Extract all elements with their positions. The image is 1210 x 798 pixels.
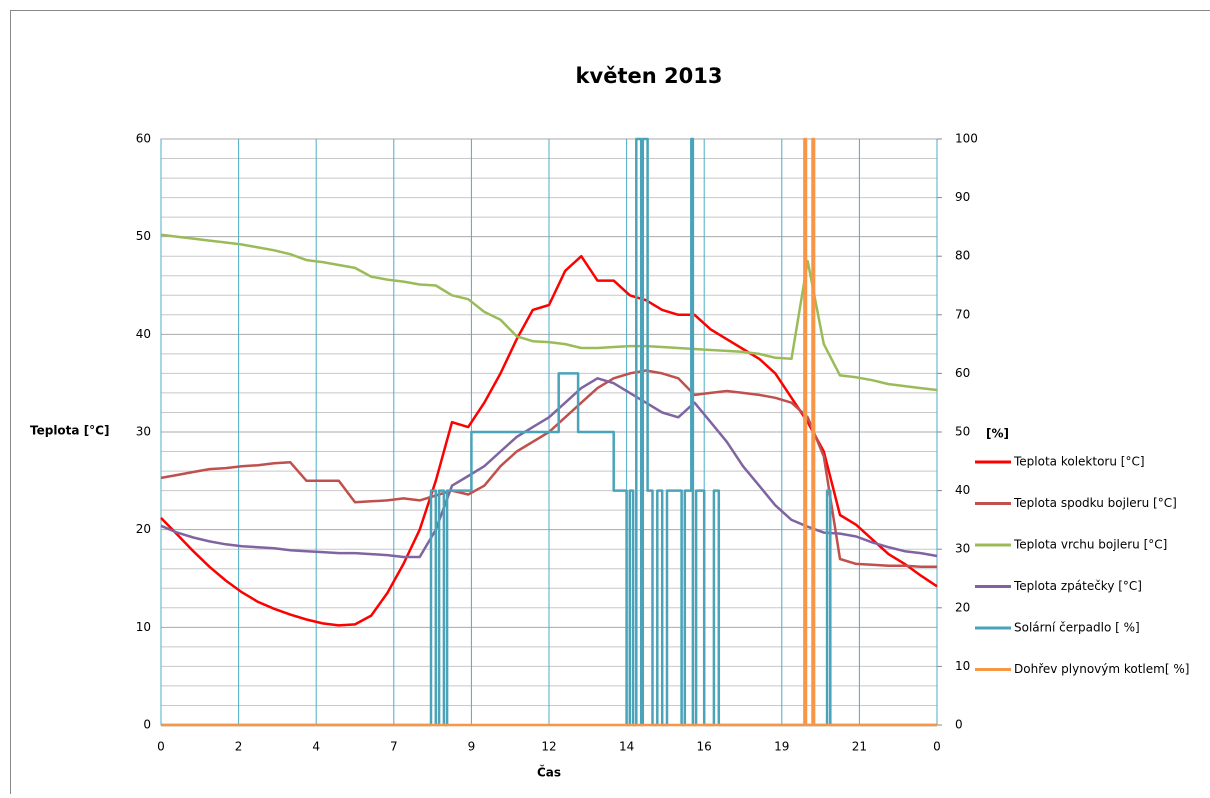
legend-label: Solární čerpadlo [ %] [1014, 621, 1140, 635]
x-tick-label: 16 [697, 740, 712, 754]
legend-label: Teplota spodku bojleru [°C] [1013, 496, 1177, 510]
y-tick-label: 10 [136, 620, 151, 634]
y2-tick-label: 70 [955, 307, 970, 321]
x-axis-label: Čas [537, 765, 561, 780]
x-tick-label: 12 [541, 740, 556, 754]
y2-tick-label: 100 [955, 132, 978, 146]
y-tick-label: 20 [136, 522, 151, 536]
x-tick-label: 9 [468, 740, 476, 754]
y-tick-label: 40 [136, 327, 151, 341]
y-tick-label: 30 [136, 425, 151, 439]
y-axis-label: Teplota [°C] [30, 424, 109, 438]
x-tick-label: 0 [157, 740, 165, 754]
y-tick-label: 0 [143, 718, 151, 732]
x-tick-label: 2 [235, 740, 243, 754]
y-tick-label: 60 [136, 132, 151, 146]
y2-tick-label: 10 [955, 659, 970, 673]
y2-tick-label: 20 [955, 600, 970, 614]
y2-tick-label: 30 [955, 542, 970, 556]
y2-axis-label: [%] [986, 427, 1009, 441]
y2-tick-label: 40 [955, 483, 970, 497]
x-tick-label: 21 [852, 740, 867, 754]
x-tick-label: 19 [774, 740, 789, 754]
y-tick-label: 50 [136, 229, 151, 243]
y2-tick-label: 0 [955, 718, 963, 732]
legend-label: Teplota zpátečky [°C] [1013, 579, 1142, 593]
legend-label: Teplota kolektoru [°C] [1013, 455, 1145, 469]
y2-tick-label: 50 [955, 425, 970, 439]
y2-tick-label: 60 [955, 366, 970, 380]
x-tick-label: 14 [619, 740, 634, 754]
y2-tick-label: 90 [955, 190, 970, 204]
x-tick-label: 0 [933, 740, 941, 754]
legend-label: Teplota vrchu bojleru [°C] [1013, 538, 1167, 552]
y2-tick-label: 80 [955, 249, 970, 263]
x-tick-label: 7 [390, 740, 398, 754]
legend-label: Dohřev plynovým kotlem[ %] [1014, 662, 1189, 676]
chart-title: květen 2013 [576, 64, 723, 88]
x-tick-label: 4 [312, 740, 320, 754]
